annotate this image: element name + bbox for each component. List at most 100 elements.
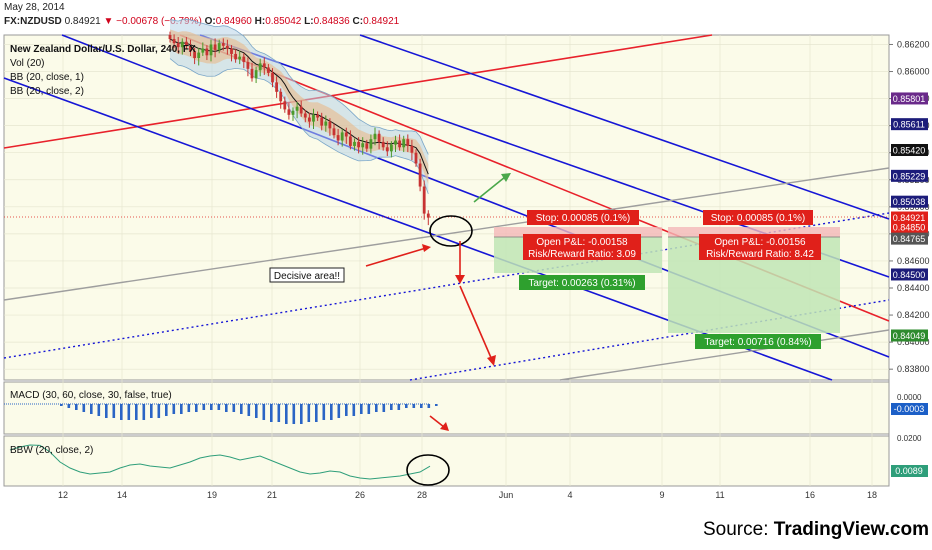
- x-tick-label: 14: [117, 490, 127, 500]
- candle-body: [303, 113, 307, 118]
- red-arrow-left[interactable]: [365, 247, 427, 267]
- macd-bar: [150, 404, 153, 418]
- price-tag-label: 0.84765: [893, 234, 926, 244]
- candle-body: [234, 53, 237, 60]
- x-tick-label: 18: [867, 490, 877, 500]
- macd-bar: [277, 404, 281, 422]
- candle-body: [197, 52, 201, 58]
- candle-body: [349, 136, 352, 146]
- stop-zone-1: [494, 227, 662, 237]
- candle-body: [275, 82, 278, 92]
- candle-body: [180, 41, 184, 48]
- blue-dotted-line-lower[interactable]: [409, 299, 890, 381]
- price-tag-label: 0.84850: [893, 223, 926, 233]
- annotations[interactable]: Decisive area!!: [269, 173, 511, 486]
- price-tag-box: [891, 118, 928, 131]
- chart-title: New Zealand Dollar/U.S. Dollar, 240, FX: [10, 44, 196, 55]
- price-tag-label: 0.85420: [893, 146, 926, 156]
- macd-bar: [180, 404, 183, 414]
- green-arrow[interactable]: [473, 176, 506, 203]
- macd-bar: [202, 404, 206, 410]
- price-chart[interactable]: 12 14 19 21 26 28 Jun 4 9 11 16 18 0.86200 0.86000 0.…: [0, 0, 932, 515]
- stop-zone-2: [668, 227, 840, 237]
- macd-bar: [397, 404, 401, 410]
- target-label-2: Target: 0.00716 (0.84%): [704, 337, 811, 348]
- close-value: 0.84921: [363, 16, 400, 27]
- candle-body: [209, 44, 213, 56]
- bbw-line: [9, 444, 431, 480]
- bb1-label: BB (20, close, 1): [10, 72, 84, 83]
- macd-bar: [330, 404, 333, 420]
- macd-bar: [292, 404, 296, 424]
- rr-label-1: Risk/Reward Ratio: 3.09: [528, 249, 636, 260]
- price-tag-label: 0.85801: [893, 94, 926, 104]
- source-credit: Source: TradingView.com: [703, 519, 929, 541]
- candle-body: [336, 135, 340, 141]
- decisive-label-box: [269, 267, 345, 283]
- macd-bar: [217, 404, 221, 410]
- macd-bar: [427, 404, 431, 408]
- pnl-label-1: Open P&L: -0.00158: [536, 237, 628, 248]
- candle-body: [340, 132, 344, 141]
- y-tick-label: 0.84600: [897, 256, 930, 266]
- y-tick-label: 0.84400: [897, 283, 930, 293]
- candle-body: [299, 106, 303, 114]
- macd-bar: [90, 404, 93, 414]
- price-tag-label: 0.85038: [893, 197, 926, 207]
- macd-bar: [322, 404, 326, 420]
- candle-body: [295, 106, 299, 111]
- price-change: ▼ −0.00678 (−0.79%): [103, 16, 202, 27]
- macd-tick-label: 0.0000: [897, 393, 922, 402]
- y-tick-label: 0.84000: [897, 337, 930, 347]
- y-tick-label: 0.86000: [897, 67, 930, 77]
- macd-bar: [345, 404, 348, 416]
- y-tick-label: 0.86200: [897, 39, 930, 49]
- candle-body: [320, 117, 324, 126]
- candle-body: [390, 144, 393, 152]
- candle-body: [246, 62, 250, 69]
- candle-body: [361, 143, 365, 148]
- price-tag-box: [891, 268, 928, 281]
- macd-bar: [240, 404, 243, 414]
- decisive-circle[interactable]: [429, 215, 473, 247]
- bb-upper-line: [169, 18, 429, 155]
- candle-body: [328, 121, 332, 129]
- macd-bar: [97, 404, 101, 416]
- candle-body: [332, 128, 336, 136]
- x-tick-label: Jun: [499, 490, 514, 500]
- stop-label-2: Stop: 0.00085 (0.1%): [711, 213, 806, 224]
- candle-body: [189, 45, 192, 52]
- red-arrow-left-head: [422, 244, 431, 252]
- macd-bar: [105, 404, 108, 418]
- candle-body: [201, 48, 205, 53]
- target-label-1: Target: 0.00263 (0.31%): [528, 278, 635, 289]
- red-trendline-upper[interactable]: [3, 34, 713, 149]
- macd-bar: [285, 404, 288, 424]
- gray-support-line-lower[interactable]: [559, 329, 890, 381]
- candle-body: [258, 63, 262, 71]
- symbol-quote: FX:NZDUSD 0.84921 ▼ −0.00678 (−0.79%) O:…: [4, 16, 399, 27]
- macd-bar: [367, 404, 371, 414]
- price-tag-label: 0.85229: [893, 171, 926, 181]
- candle-body: [287, 109, 291, 115]
- candle-body: [394, 140, 397, 145]
- candle-body: [226, 45, 229, 49]
- price-tag-label: 0.84049: [893, 331, 926, 341]
- red-arrow-diagonal[interactable]: [459, 285, 493, 361]
- x-axis: 12 14 19 21 26 28 Jun 4 9 11 16 18: [58, 490, 877, 500]
- candle-body: [402, 139, 406, 148]
- candle-body: [414, 152, 418, 164]
- open-value: 0.84960: [215, 16, 252, 27]
- macd-red-arrow-head: [440, 422, 449, 431]
- candle-body: [312, 114, 315, 122]
- candle-body: [168, 35, 172, 40]
- gray-support-line[interactable]: [3, 167, 890, 301]
- bbw-circle[interactable]: [406, 454, 450, 486]
- high-value: 0.85042: [265, 16, 302, 27]
- price-tag-box: [891, 232, 928, 245]
- bbw-label: BBW (20, close, 2): [10, 445, 94, 456]
- macd-red-arrow[interactable]: [429, 415, 445, 428]
- blue-channel-line-1[interactable]: [359, 34, 890, 220]
- symbol-label: FX:NZDUSD: [4, 16, 62, 27]
- macd-bar: [60, 404, 63, 406]
